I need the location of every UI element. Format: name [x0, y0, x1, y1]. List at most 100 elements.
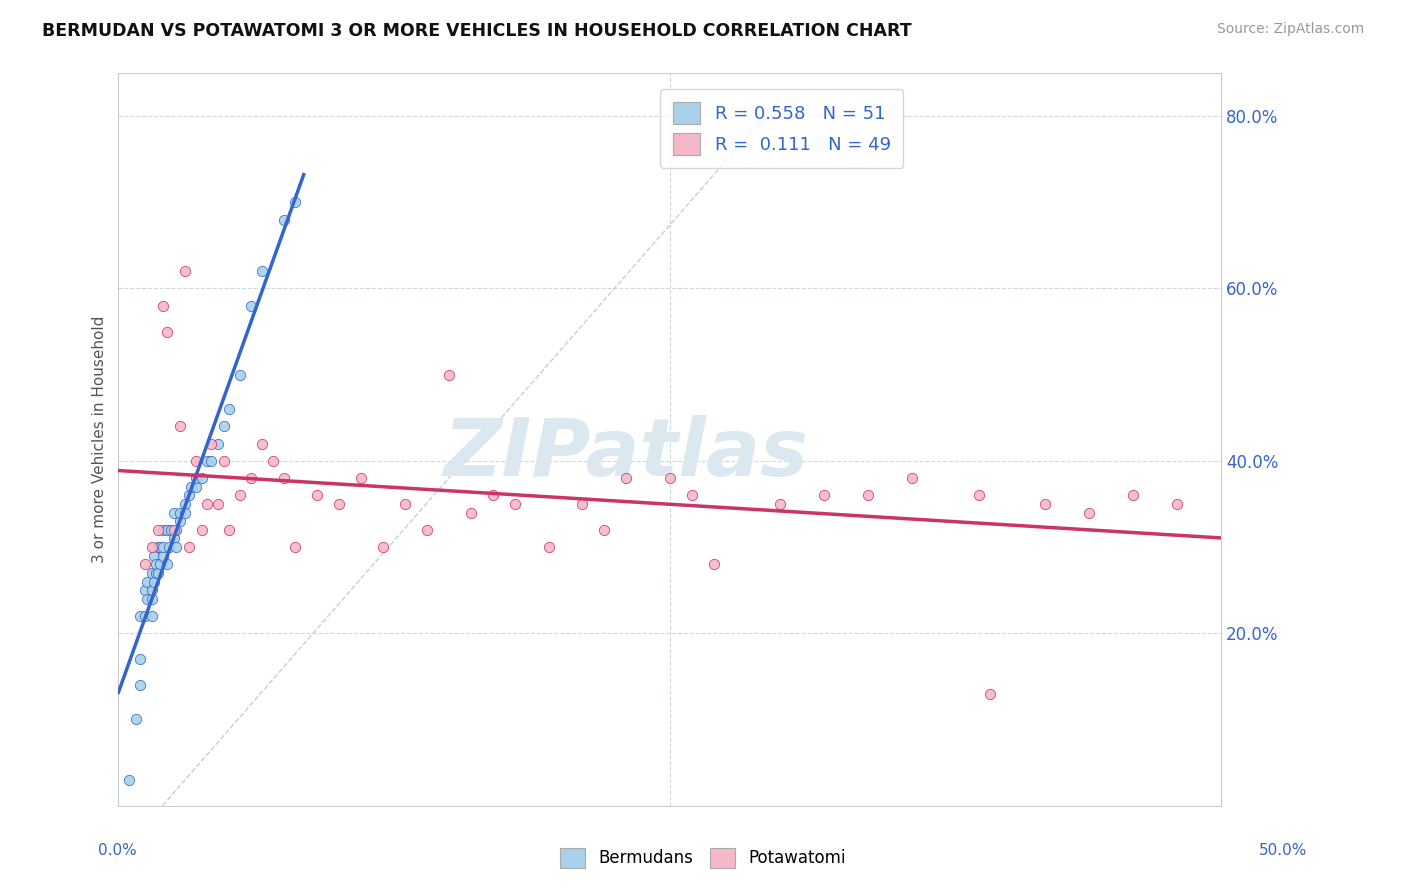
Point: [145, 566, 167, 580]
Point: [482, 488, 505, 502]
Point: [703, 558, 725, 572]
Point: [328, 497, 350, 511]
Point: [165, 540, 187, 554]
Point: [141, 566, 163, 580]
Point: [191, 523, 214, 537]
Point: [439, 368, 461, 382]
Point: [537, 540, 560, 554]
Point: [250, 264, 273, 278]
Text: 50.0%: 50.0%: [1260, 843, 1308, 858]
Point: [979, 687, 1001, 701]
Point: [162, 532, 184, 546]
Point: [149, 540, 172, 554]
Point: [157, 540, 180, 554]
Point: [284, 540, 307, 554]
Point: [1166, 497, 1188, 511]
Point: [195, 454, 218, 468]
Text: Source: ZipAtlas.com: Source: ZipAtlas.com: [1216, 22, 1364, 37]
Text: BERMUDAN VS POTAWATOMI 3 OR MORE VEHICLES IN HOUSEHOLD CORRELATION CHART: BERMUDAN VS POTAWATOMI 3 OR MORE VEHICLE…: [42, 22, 912, 40]
Point: [129, 609, 152, 624]
Point: [229, 368, 252, 382]
Point: [141, 540, 163, 554]
Point: [813, 488, 835, 502]
Point: [218, 402, 240, 417]
Point: [967, 488, 990, 502]
Point: [118, 772, 141, 787]
Point: [460, 506, 482, 520]
Point: [152, 549, 174, 563]
Point: [156, 523, 179, 537]
Legend: Bermudans, Potawatomi: Bermudans, Potawatomi: [554, 841, 852, 875]
Point: [152, 540, 174, 554]
Point: [160, 523, 183, 537]
Point: [142, 549, 165, 563]
Point: [273, 212, 295, 227]
Point: [858, 488, 880, 502]
Point: [305, 488, 328, 502]
Text: ZIPatlas: ZIPatlas: [443, 415, 808, 493]
Point: [214, 454, 236, 468]
Point: [195, 497, 218, 511]
Point: [141, 609, 163, 624]
Point: [169, 514, 191, 528]
Point: [173, 497, 195, 511]
Point: [262, 454, 284, 468]
Point: [200, 436, 222, 450]
Point: [134, 558, 156, 572]
Point: [162, 506, 184, 520]
Point: [658, 471, 681, 485]
Point: [769, 497, 792, 511]
Point: [173, 264, 195, 278]
Point: [505, 497, 527, 511]
Point: [146, 566, 169, 580]
Point: [207, 436, 229, 450]
Point: [1077, 506, 1099, 520]
Point: [416, 523, 439, 537]
Point: [681, 488, 703, 502]
Point: [165, 523, 187, 537]
Point: [218, 523, 240, 537]
Point: [177, 540, 200, 554]
Point: [250, 436, 273, 450]
Point: [229, 488, 252, 502]
Point: [129, 652, 152, 666]
Point: [239, 299, 262, 313]
Point: [1033, 497, 1056, 511]
Point: [129, 678, 152, 692]
Point: [177, 488, 200, 502]
Point: [169, 506, 191, 520]
Point: [169, 419, 191, 434]
Point: [152, 523, 174, 537]
Point: [184, 471, 207, 485]
Point: [284, 195, 307, 210]
Point: [156, 558, 179, 572]
Text: 0.0%: 0.0%: [98, 843, 138, 858]
Point: [146, 523, 169, 537]
Point: [350, 471, 373, 485]
Point: [371, 540, 394, 554]
Point: [136, 574, 159, 589]
Point: [239, 471, 262, 485]
Point: [180, 480, 202, 494]
Point: [134, 583, 156, 598]
Point: [571, 497, 593, 511]
Point: [136, 591, 159, 606]
Point: [1122, 488, 1144, 502]
Point: [145, 558, 167, 572]
Legend: R = 0.558   N = 51, R =  0.111   N = 49: R = 0.558 N = 51, R = 0.111 N = 49: [661, 89, 904, 168]
Point: [134, 609, 156, 624]
Point: [592, 523, 614, 537]
Point: [156, 325, 179, 339]
Point: [614, 471, 637, 485]
Point: [162, 523, 184, 537]
Point: [142, 574, 165, 589]
Point: [184, 454, 207, 468]
Point: [207, 497, 229, 511]
Point: [200, 454, 222, 468]
Point: [152, 299, 174, 313]
Point: [191, 471, 214, 485]
Point: [394, 497, 416, 511]
Point: [141, 591, 163, 606]
Y-axis label: 3 or more Vehicles in Household: 3 or more Vehicles in Household: [93, 316, 107, 563]
Point: [149, 558, 172, 572]
